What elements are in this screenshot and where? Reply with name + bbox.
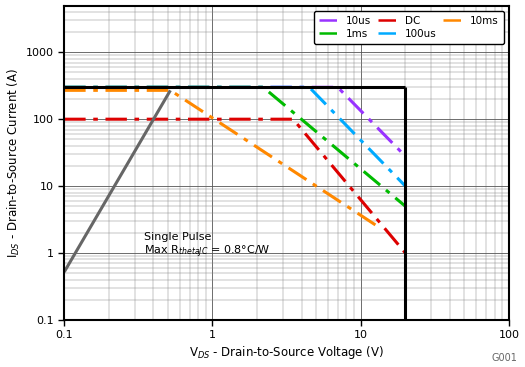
Y-axis label: I$_{DS}$ - Drain-to-Source Current (A): I$_{DS}$ - Drain-to-Source Current (A): [6, 68, 22, 258]
Text: Single Pulse
Max R$_{thetaJC}$ = 0.8°C/W: Single Pulse Max R$_{thetaJC}$ = 0.8°C/W: [144, 232, 271, 260]
Legend: 10us, 1ms, DC, 100us, 10ms: 10us, 1ms, DC, 100us, 10ms: [314, 11, 503, 44]
Text: G001: G001: [491, 353, 517, 363]
X-axis label: V$_{DS}$ - Drain-to-Source Voltage (V): V$_{DS}$ - Drain-to-Source Voltage (V): [189, 345, 384, 361]
